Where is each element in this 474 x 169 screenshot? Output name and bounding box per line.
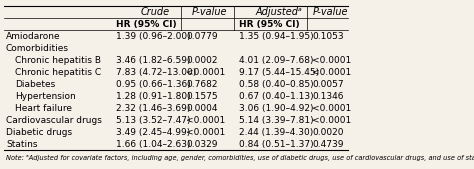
Text: Adjustedᵃ: Adjustedᵃ [256, 7, 302, 17]
Text: <0.0001: <0.0001 [312, 56, 352, 65]
Text: 5.14 (3.39–7.81): 5.14 (3.39–7.81) [239, 116, 313, 125]
Text: Hypertension: Hypertension [15, 92, 75, 101]
Text: 2.32 (1.46–3.69): 2.32 (1.46–3.69) [116, 104, 191, 113]
Text: Comorbidities: Comorbidities [6, 44, 69, 53]
Text: 9.17 (5.44–15.45): 9.17 (5.44–15.45) [239, 68, 319, 77]
Text: 0.4739: 0.4739 [312, 140, 344, 149]
Text: 1.39 (0.96–2.00): 1.39 (0.96–2.00) [116, 32, 191, 41]
Text: Crude: Crude [140, 7, 169, 17]
Text: Diabetic drugs: Diabetic drugs [6, 128, 72, 137]
Text: 3.46 (1.82–6.59): 3.46 (1.82–6.59) [116, 56, 191, 65]
Text: Cardiovascular drugs: Cardiovascular drugs [6, 116, 102, 125]
Text: 0.0779: 0.0779 [186, 32, 218, 41]
Text: Amiodarone: Amiodarone [6, 32, 61, 41]
Text: 0.95 (0.66–1.36): 0.95 (0.66–1.36) [116, 80, 191, 89]
Text: HR (95% CI): HR (95% CI) [116, 20, 177, 29]
Text: <0.0001: <0.0001 [312, 116, 352, 125]
Text: 0.0057: 0.0057 [312, 80, 344, 89]
Text: 0.0020: 0.0020 [312, 128, 344, 137]
Text: Chronic hepatitis C: Chronic hepatitis C [15, 68, 101, 77]
Text: Diabetes: Diabetes [15, 80, 55, 89]
Text: Statins: Statins [6, 140, 37, 149]
Text: Note: ᵃAdjusted for covariate factors, including age, gender, comorbidities, use: Note: ᵃAdjusted for covariate factors, i… [6, 155, 474, 161]
Text: 4.01 (2.09–7.68): 4.01 (2.09–7.68) [239, 56, 313, 65]
Text: 1.28 (0.91–1.80): 1.28 (0.91–1.80) [116, 92, 191, 101]
Text: 0.84 (0.51–1.37): 0.84 (0.51–1.37) [239, 140, 313, 149]
Text: 0.1053: 0.1053 [312, 32, 344, 41]
Text: 0.58 (0.40–0.85): 0.58 (0.40–0.85) [239, 80, 313, 89]
Text: 5.13 (3.52–7.47): 5.13 (3.52–7.47) [116, 116, 191, 125]
Text: <0.0001: <0.0001 [312, 68, 352, 77]
Text: 0.1575: 0.1575 [186, 92, 218, 101]
Text: 0.0329: 0.0329 [186, 140, 218, 149]
Text: P-value: P-value [191, 7, 227, 17]
Text: 0.0004: 0.0004 [186, 104, 218, 113]
Text: HR (95% CI): HR (95% CI) [239, 20, 300, 29]
Text: 3.49 (2.45–4.99): 3.49 (2.45–4.99) [116, 128, 191, 137]
Text: P-value: P-value [312, 7, 348, 17]
Text: <0.0001: <0.0001 [186, 116, 226, 125]
Text: 0.1346: 0.1346 [312, 92, 344, 101]
Text: Chronic hepatitis B: Chronic hepatitis B [15, 56, 100, 65]
Text: 7.83 (4.72–13.00): 7.83 (4.72–13.00) [116, 68, 197, 77]
Text: 2.44 (1.39–4.30): 2.44 (1.39–4.30) [239, 128, 313, 137]
Text: 0.67 (0.40–1.13): 0.67 (0.40–1.13) [239, 92, 313, 101]
Text: 1.66 (1.04–2.63): 1.66 (1.04–2.63) [116, 140, 191, 149]
Text: <0.0001: <0.0001 [186, 128, 226, 137]
Text: 0.7682: 0.7682 [186, 80, 218, 89]
Text: 1.35 (0.94–1.95): 1.35 (0.94–1.95) [239, 32, 313, 41]
Text: Heart failure: Heart failure [15, 104, 72, 113]
Text: 3.06 (1.90–4.92): 3.06 (1.90–4.92) [239, 104, 313, 113]
Text: 0.0002: 0.0002 [186, 56, 218, 65]
Text: <0.0001: <0.0001 [186, 68, 226, 77]
Text: <0.0001: <0.0001 [312, 104, 352, 113]
